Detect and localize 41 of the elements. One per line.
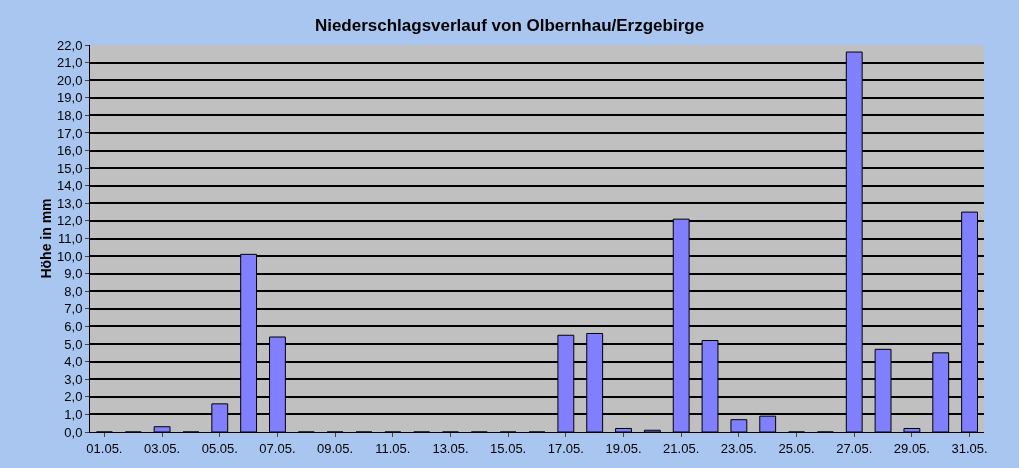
y-tick-label: 4,0 (64, 354, 83, 370)
y-tick-label: 1,0 (64, 406, 83, 422)
y-tick-label: 12,0 (57, 213, 83, 229)
x-tick-label: 07.05. (259, 440, 296, 456)
y-axis-title: Höhe in mm (37, 198, 54, 279)
y-tick-label: 13,0 (57, 195, 83, 211)
x-tick-label: 01.05. (86, 440, 123, 456)
x-tick-label: 15.05. (490, 440, 527, 456)
y-tick-label: 2,0 (64, 389, 83, 405)
y-tick-label: 0,0 (64, 424, 83, 440)
x-tick-label: 21.05. (663, 440, 700, 456)
y-tick-label: 11,0 (58, 231, 83, 247)
y-tick-label: 7,0 (64, 301, 83, 317)
x-tick-label: 11.05. (375, 440, 411, 456)
y-tick-label: 20,0 (57, 72, 83, 88)
y-tick-label: 6,0 (64, 319, 83, 334)
y-tick-label: 15,0 (57, 160, 83, 176)
x-tick-label: 27.05. (836, 440, 873, 456)
chart-title: Niederschlagsverlauf von Olbernhau/Erzgebirge (314, 15, 705, 35)
x-tick-label: 19.05. (605, 440, 642, 456)
y-tick-label: 17,0 (57, 125, 83, 141)
x-tick-label: 25.05. (778, 440, 815, 456)
y-tick-label: 16,0 (57, 143, 83, 159)
y-tick-label: 22,0 (57, 37, 83, 53)
y-tick-label: 18,0 (57, 107, 83, 123)
y-tick-label: 9,0 (64, 266, 83, 282)
x-tick-label: 13.05. (432, 440, 469, 456)
x-tick-label: 31.05. (951, 440, 988, 456)
y-tick-label: 14,0 (57, 178, 83, 194)
x-tick-label: 29.05. (893, 440, 930, 456)
y-tick-label: 21,0 (57, 55, 83, 71)
y-tick-label: 8,0 (64, 283, 83, 299)
x-tick-label: 23.05. (720, 440, 757, 456)
y-tick-label: 5,0 (64, 336, 83, 352)
y-tick-label: 3,0 (64, 371, 83, 387)
y-tick-label: 19,0 (57, 90, 83, 106)
y-tick-label: 10,0 (57, 248, 83, 264)
x-tick-label: 09.05. (317, 440, 354, 456)
x-tick-label: 03.05. (144, 440, 181, 456)
x-tick-label: 17.05. (547, 440, 584, 456)
x-tick-label: 05.05. (201, 440, 238, 456)
